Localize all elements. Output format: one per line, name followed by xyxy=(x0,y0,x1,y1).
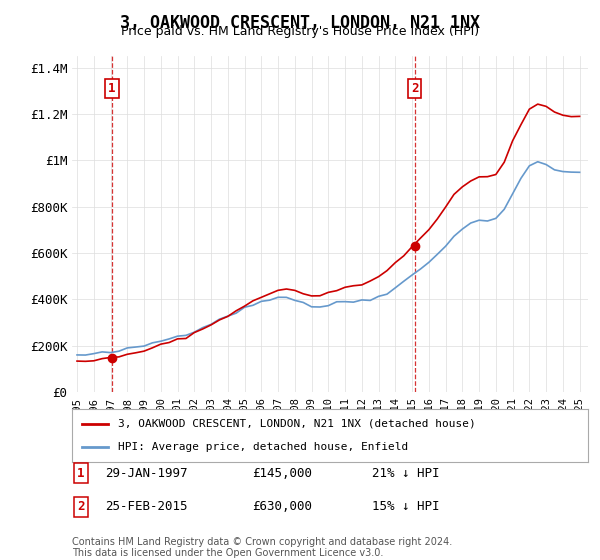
Text: Price paid vs. HM Land Registry's House Price Index (HPI): Price paid vs. HM Land Registry's House … xyxy=(121,25,479,38)
Text: £145,000: £145,000 xyxy=(252,466,312,480)
Text: £630,000: £630,000 xyxy=(252,500,312,514)
Text: 3, OAKWOOD CRESCENT, LONDON, N21 1NX: 3, OAKWOOD CRESCENT, LONDON, N21 1NX xyxy=(120,14,480,32)
Text: 1: 1 xyxy=(77,466,85,480)
Text: 29-JAN-1997: 29-JAN-1997 xyxy=(105,466,187,480)
Text: 15% ↓ HPI: 15% ↓ HPI xyxy=(372,500,439,514)
Text: 3, OAKWOOD CRESCENT, LONDON, N21 1NX (detached house): 3, OAKWOOD CRESCENT, LONDON, N21 1NX (de… xyxy=(118,419,476,429)
Text: HPI: Average price, detached house, Enfield: HPI: Average price, detached house, Enfi… xyxy=(118,442,409,452)
Text: 2: 2 xyxy=(77,500,85,514)
Text: Contains HM Land Registry data © Crown copyright and database right 2024.: Contains HM Land Registry data © Crown c… xyxy=(72,537,452,547)
Text: 1: 1 xyxy=(108,82,116,95)
Text: 21% ↓ HPI: 21% ↓ HPI xyxy=(372,466,439,480)
Text: 2: 2 xyxy=(411,82,418,95)
Text: This data is licensed under the Open Government Licence v3.0.: This data is licensed under the Open Gov… xyxy=(72,548,383,558)
Text: 25-FEB-2015: 25-FEB-2015 xyxy=(105,500,187,514)
